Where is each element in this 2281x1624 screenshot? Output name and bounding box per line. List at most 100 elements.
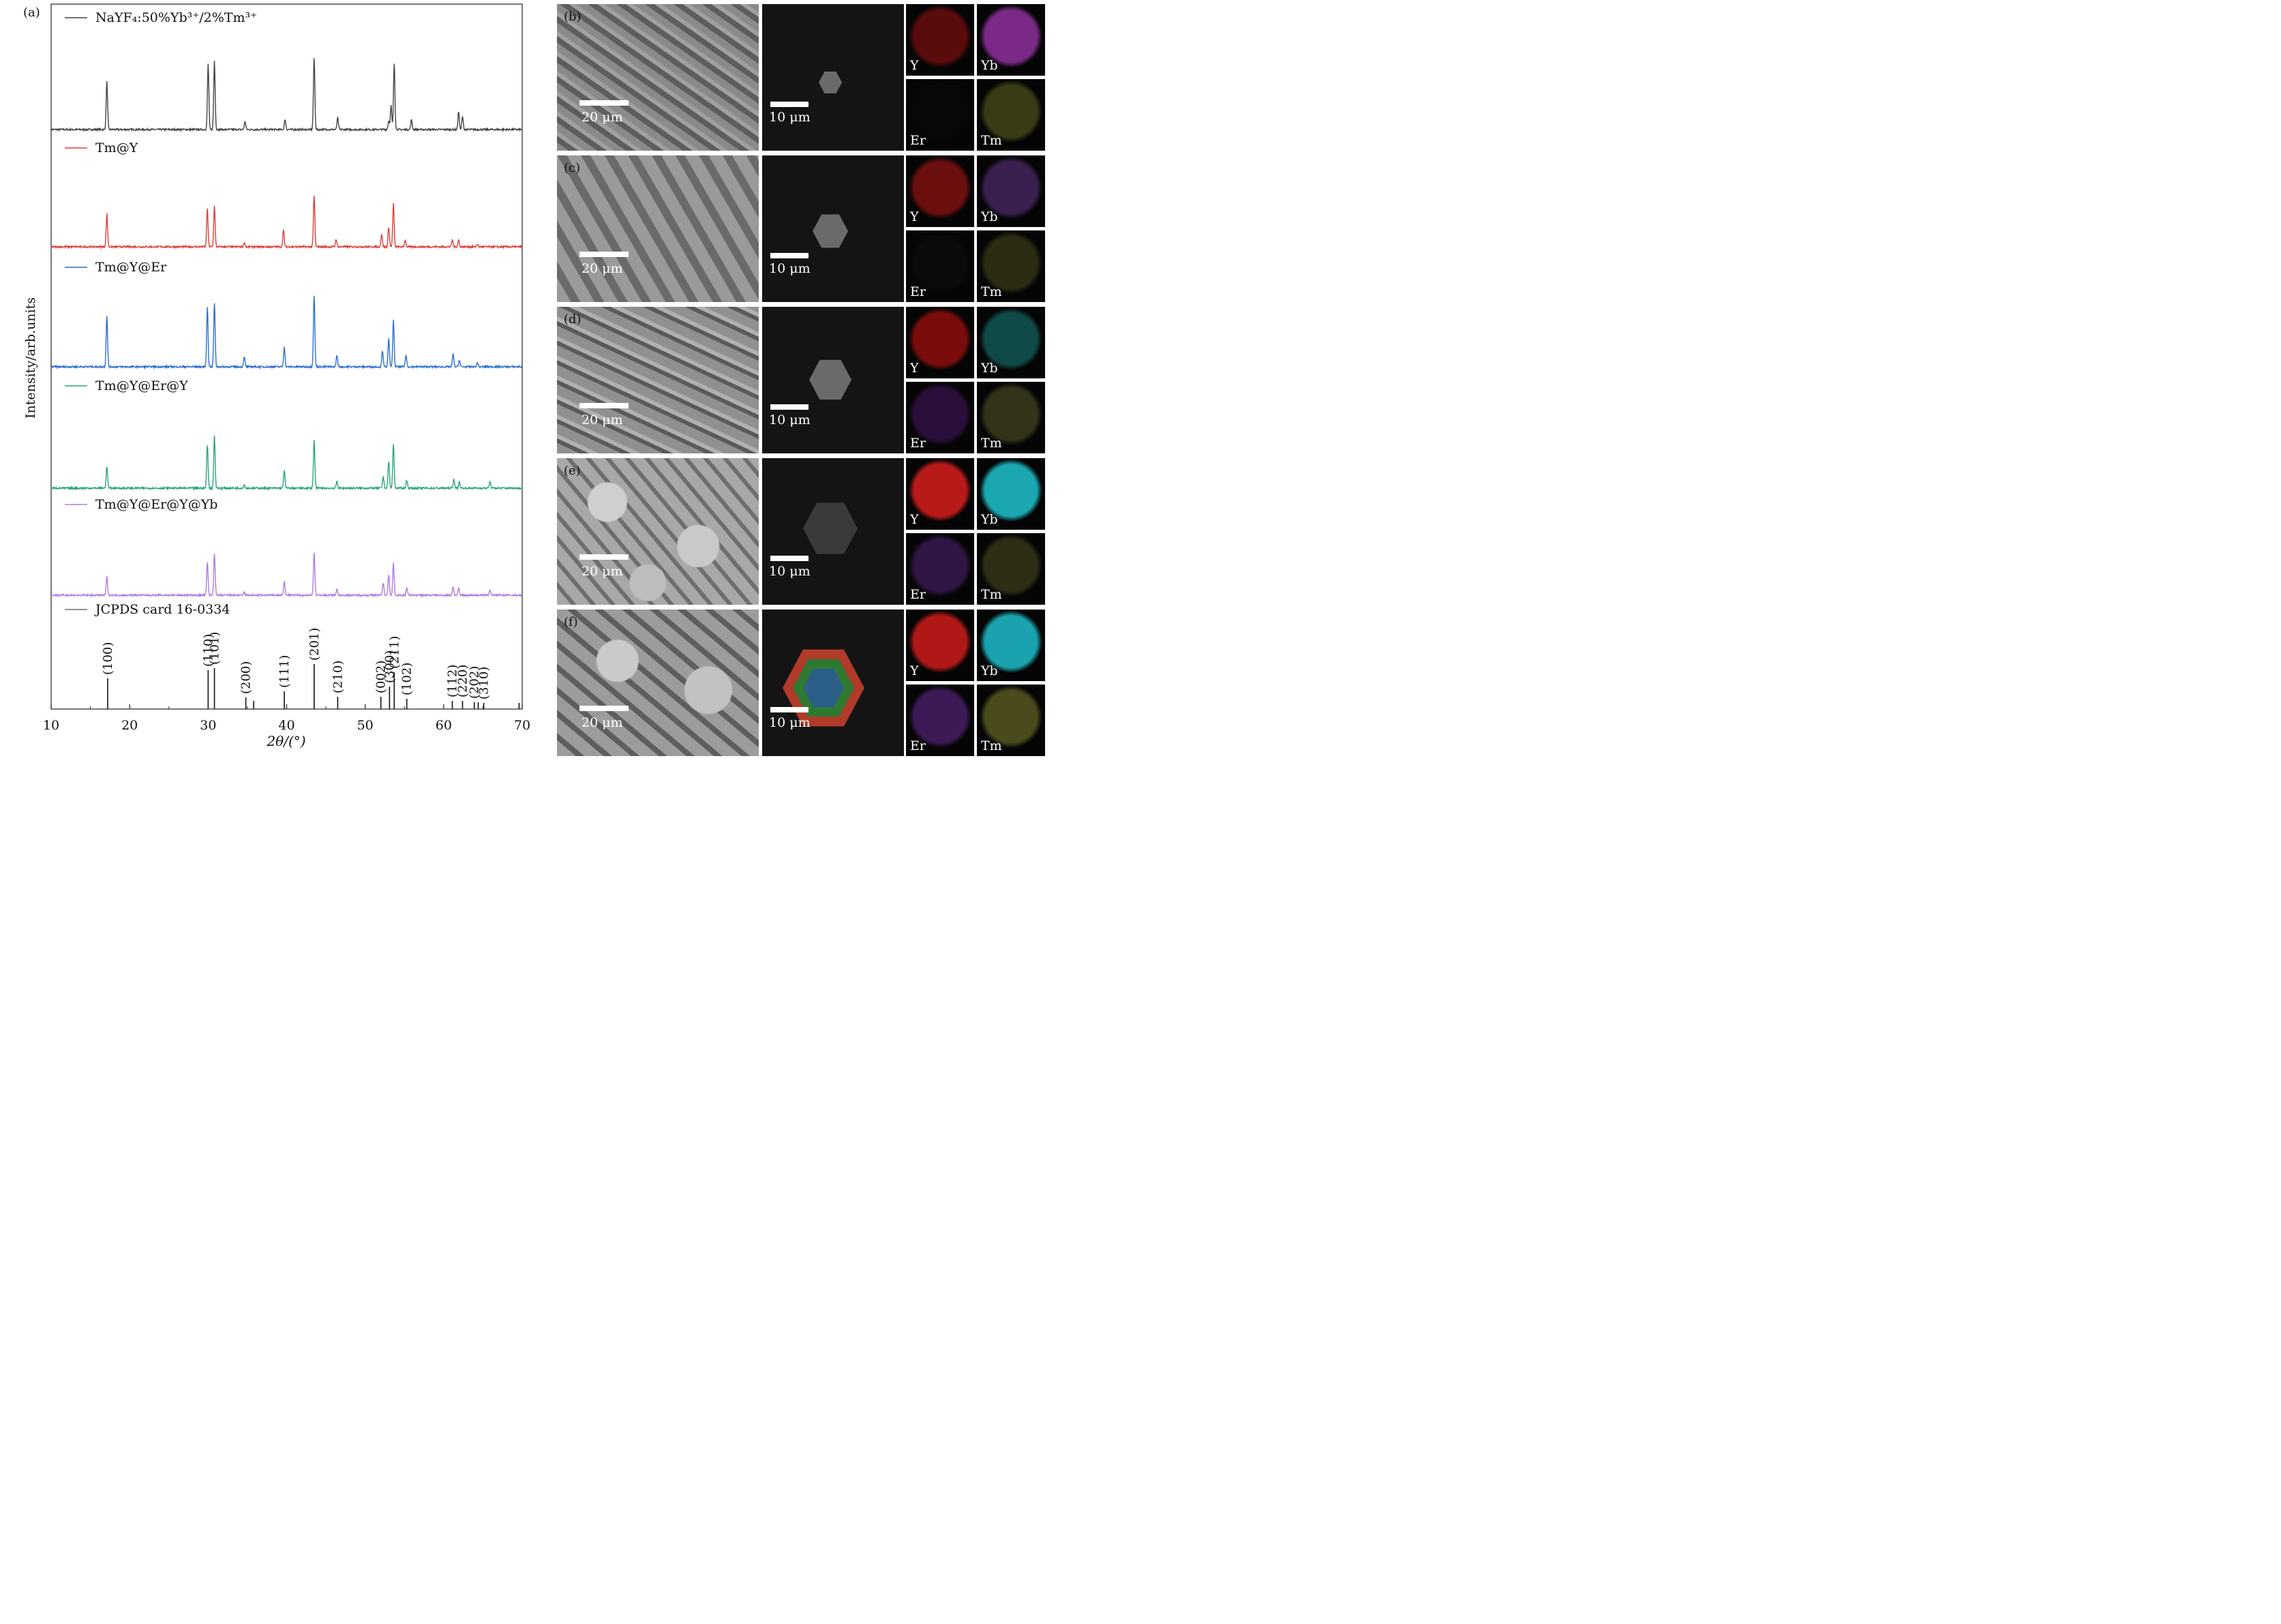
reference-hkl-label-14: (220)	[455, 665, 470, 697]
panel-row-f: (f) 20 μm 10 μm Y Yb Er Tm	[556, 608, 1048, 757]
x-tick-label-30: 30	[200, 718, 216, 733]
series-line-2	[50, 195, 523, 250]
eds-map-label: Er	[910, 284, 926, 299]
panel-label: (d)	[564, 312, 581, 327]
eds-map-label: Tm	[981, 436, 1002, 451]
eds-map-y: Y	[906, 458, 974, 530]
panel-row-c: (c) 20 μm 10 μm Y Yb Er Tm	[556, 154, 1048, 303]
series-line-4	[50, 435, 523, 492]
scale-bar	[579, 252, 629, 257]
eds-map-label: Yb	[981, 512, 998, 527]
eds-map-label: Tm	[981, 587, 1002, 602]
eds-map-tm: Tm	[977, 533, 1045, 605]
panel-row-e: (e) 20 μm 10 μm Y Yb Er Tm	[556, 457, 1048, 606]
particle-crystal	[809, 359, 851, 400]
single-particle-image: 10 μm	[762, 4, 904, 151]
reference-hkl-label-15: (202)	[468, 666, 482, 699]
reference-hkl-label-12: (102)	[400, 663, 414, 695]
eds-map-label: Tm	[981, 738, 1002, 753]
reference-hkl-label-10: (300)	[382, 650, 397, 683]
series-line-5	[50, 552, 522, 598]
eds-map-yb: Yb	[977, 610, 1045, 681]
scale-bar-label: 20 μm	[581, 110, 623, 125]
scale-bar	[770, 253, 809, 258]
eds-map-tm: Tm	[977, 685, 1045, 756]
x-tick-label-40: 40	[278, 718, 294, 733]
reference-hkl-label-8: (210)	[331, 661, 345, 693]
scale-bar	[770, 102, 809, 107]
eds-map-label: Y	[910, 361, 919, 376]
single-particle-image: 10 μm	[762, 610, 904, 756]
single-particle-image: 10 μm	[762, 458, 904, 605]
panel-label: (c)	[564, 161, 581, 175]
eds-map-label: Yb	[981, 663, 998, 678]
scale-bar-label: 10 μm	[769, 110, 811, 125]
legend-label-3: Tm@Y@Er	[95, 260, 167, 275]
eds-map-yb: Yb	[977, 155, 1045, 227]
sem-eds-panels: (b) 20 μm 10 μm Y Yb Er Tm (c) 20 μm 10 μm Y Yb Er Tm…	[556, 3, 1048, 758]
eds-map-label: Tm	[981, 284, 1002, 299]
scale-bar	[579, 554, 629, 560]
x-tick-label-20: 20	[121, 718, 138, 733]
series-line-3	[50, 295, 523, 370]
legend-label-4: Tm@Y@Er@Y	[95, 378, 188, 393]
scale-bar-label: 10 μm	[769, 715, 811, 730]
eds-map-label: Yb	[981, 58, 998, 73]
reference-hkl-label-4: (200)	[239, 661, 254, 694]
eds-map-er: Er	[906, 685, 974, 756]
x-tick-label-60: 60	[436, 718, 452, 733]
eds-map-yb: Yb	[977, 307, 1045, 378]
reference-hkl-label-11: (211)	[387, 636, 402, 669]
eds-map-er: Er	[906, 533, 974, 605]
reference-hkl-label-2: (110)	[201, 634, 215, 667]
scale-bar-label: 20 μm	[581, 564, 623, 579]
eds-map-label: Er	[910, 738, 926, 753]
eds-map-y: Y	[906, 610, 974, 681]
y-axis-label: Intensity/arb.units	[23, 297, 38, 419]
reference-hkl-label-17: (310)	[477, 667, 492, 700]
panel-label: (f)	[564, 615, 578, 629]
eds-map-label: Er	[910, 587, 926, 602]
reference-hkl-label-7: (201)	[307, 628, 322, 661]
particle-crystal	[803, 502, 858, 554]
x-axis-label: 2θ/(°)	[266, 733, 305, 749]
eds-map-y: Y	[906, 307, 974, 378]
scale-bar	[770, 556, 809, 561]
legend-label-1: NaYF₄:50%Yb³⁺/2%Tm³⁺	[95, 10, 257, 25]
panel-row-d: (d) 20 μm 10 μm Y Yb Er Tm	[556, 305, 1048, 455]
panel-a-label: (a)	[23, 5, 40, 20]
scale-bar	[770, 404, 809, 410]
panel-row-b: (b) 20 μm 10 μm Y Yb Er Tm	[556, 3, 1048, 152]
reference-hkl-label-6: (111)	[277, 655, 292, 688]
eds-map-er: Er	[906, 230, 974, 302]
legend-label-5: Tm@Y@Er@Y@Yb	[95, 497, 217, 512]
eds-map-yb: Yb	[977, 458, 1045, 530]
eds-map-y: Y	[906, 4, 974, 76]
xrd-chart: (a) NaYF₄:50%Yb³⁺/2%Tm³⁺ Tm@Y Tm@Y@Er Tm@Y@…	[23, 3, 530, 749]
eds-map-yb: Yb	[977, 4, 1045, 76]
legend-label-2: Tm@Y	[95, 140, 138, 155]
sem-image: (e) 20 μm	[557, 458, 759, 605]
x-tick-label-10: 10	[43, 718, 59, 733]
x-tick-label-70: 70	[514, 718, 530, 733]
scale-bar-label: 10 μm	[769, 412, 811, 427]
particle-crystal	[813, 214, 848, 248]
eds-map-er: Er	[906, 382, 974, 453]
scale-bar-label: 20 μm	[581, 715, 623, 730]
eds-map-label: Y	[910, 512, 919, 527]
sem-image: (d) 20 μm	[557, 307, 759, 453]
scale-bar-label: 10 μm	[769, 564, 811, 579]
single-particle-image: 10 μm	[762, 155, 904, 302]
scale-bar	[770, 707, 809, 712]
eds-map-label: Y	[910, 663, 919, 678]
eds-map-label: Er	[910, 133, 926, 148]
eds-map-y: Y	[906, 155, 974, 227]
scale-bar-label: 20 μm	[581, 261, 623, 276]
reference-hkl-label-9: (002)	[374, 661, 389, 693]
legend-label-reference: JCPDS card 16-0334	[94, 602, 230, 617]
single-particle-image: 10 μm	[762, 307, 904, 453]
scale-bar-label: 10 μm	[769, 261, 811, 276]
eds-map-tm: Tm	[977, 230, 1045, 302]
eds-map-label: Tm	[981, 133, 1002, 148]
sem-image: (c) 20 μm	[557, 155, 759, 302]
